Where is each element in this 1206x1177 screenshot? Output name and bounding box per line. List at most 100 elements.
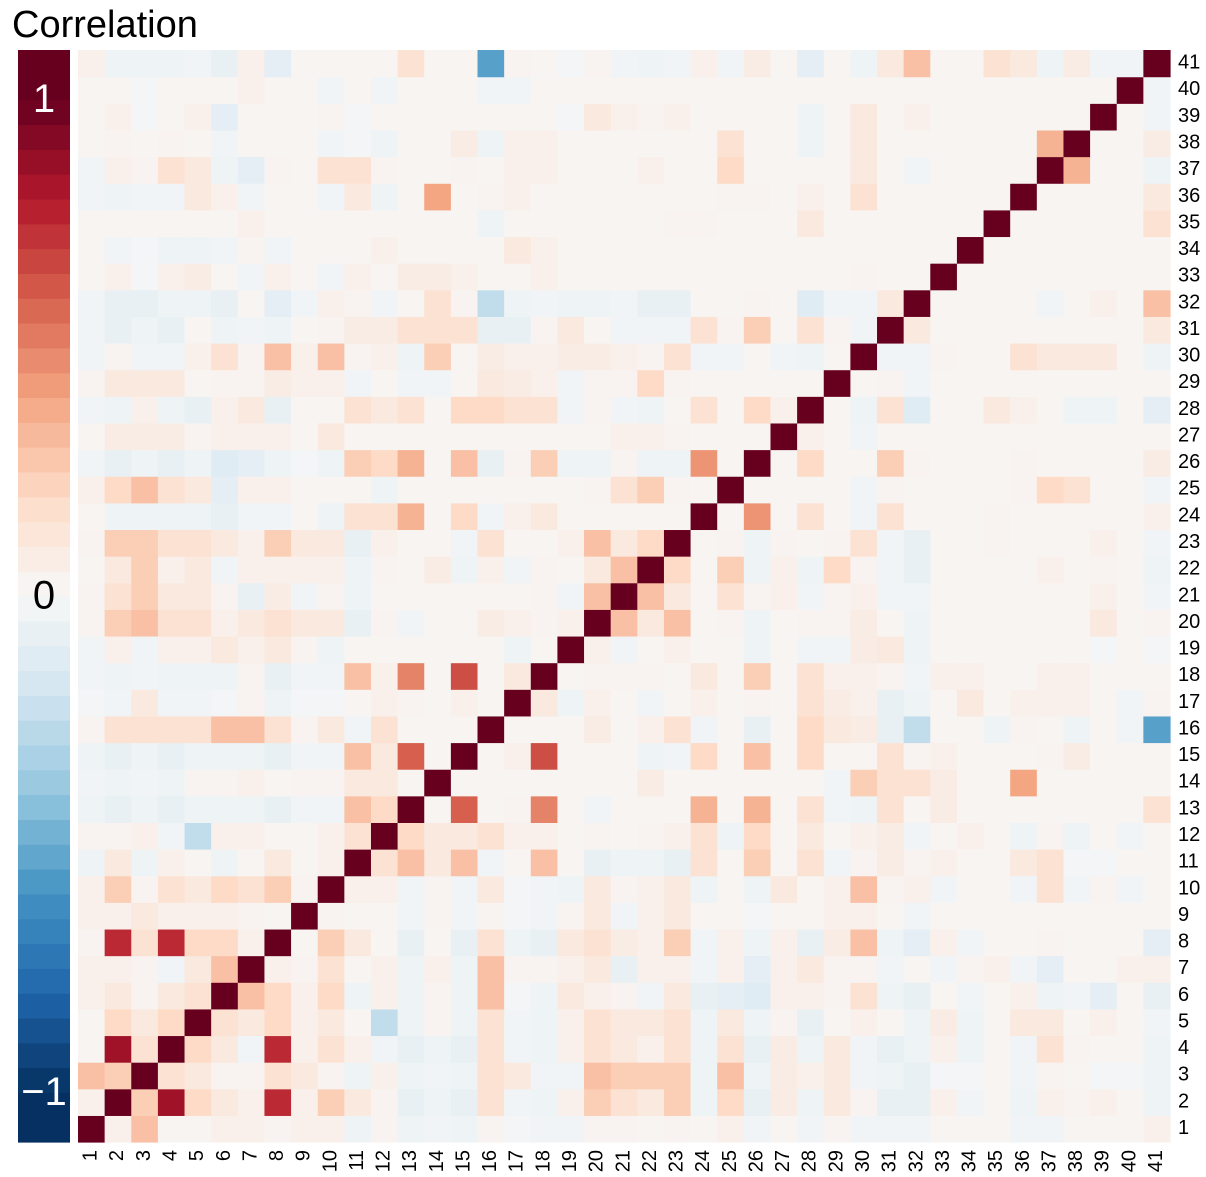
- heatmap-cell: [1063, 236, 1091, 264]
- heatmap-cell: [1090, 795, 1118, 823]
- x-tick-label: 20: [586, 1150, 608, 1172]
- heatmap-cell: [1143, 209, 1171, 238]
- heatmap-cell: [397, 396, 425, 424]
- heatmap-cell: [477, 582, 505, 610]
- heatmap-cell: [370, 50, 399, 78]
- x-tick-label: 11: [346, 1150, 368, 1171]
- heatmap-cell: [877, 795, 905, 823]
- heatmap-cell: [397, 849, 425, 877]
- heatmap-cell: [877, 129, 905, 158]
- heatmap-cell: [930, 396, 958, 424]
- heatmap-cell: [450, 449, 479, 477]
- heatmap-cell: [78, 849, 106, 877]
- heatmap-cell: [1143, 342, 1171, 371]
- heatmap-cell: [637, 236, 665, 264]
- heatmap-cell: [584, 422, 612, 451]
- heatmap-cell: [157, 635, 186, 664]
- heatmap-cell: [877, 103, 905, 131]
- heatmap-cell: [770, 742, 798, 770]
- heatmap-cell: [211, 955, 239, 983]
- heatmap-cell: [797, 369, 825, 397]
- heatmap-cell: [477, 662, 505, 690]
- heatmap-cell: [477, 76, 505, 104]
- heatmap-cell: [584, 289, 612, 317]
- heatmap-cell: [690, 769, 718, 797]
- heatmap-cell: [530, 955, 559, 983]
- heatmap-cell: [78, 1008, 106, 1037]
- heatmap-cell: [903, 289, 931, 317]
- heatmap-cell: [104, 715, 132, 744]
- heatmap-cell: [477, 982, 505, 1010]
- heatmap-cell: [1143, 582, 1171, 610]
- heatmap-cell: [184, 263, 212, 291]
- heatmap-cell: [264, 50, 292, 78]
- heatmap-cell: [663, 129, 692, 158]
- heatmap-cell: [104, 342, 132, 371]
- heatmap-cell: [344, 582, 372, 610]
- heatmap-cell: [770, 50, 798, 78]
- heatmap-cell: [344, 529, 372, 557]
- heatmap-cell: [797, 209, 825, 238]
- heatmap-cell: [637, 902, 665, 930]
- heatmap-cell: [424, 236, 452, 264]
- heatmap-cell: [530, 50, 559, 78]
- heatmap-cell: [184, 369, 212, 397]
- heatmap-cell: [344, 822, 372, 850]
- heatmap-cell: [477, 635, 505, 664]
- heatmap-cell: [211, 556, 239, 584]
- heatmap-cell: [983, 1035, 1011, 1063]
- heatmap-cell: [903, 342, 931, 371]
- colorbar-step: [18, 1092, 70, 1118]
- heatmap-cell: [903, 662, 931, 690]
- heatmap-cell: [78, 556, 106, 584]
- heatmap-cell: [317, 156, 345, 184]
- heatmap-cell: [584, 609, 612, 637]
- heatmap-cell: [424, 156, 452, 184]
- heatmap-cell: [1116, 1062, 1144, 1090]
- heatmap-cell: [877, 928, 905, 957]
- heatmap-cell: [743, 289, 772, 317]
- heatmap-cell: [291, 1062, 319, 1090]
- heatmap-cell: [743, 955, 772, 983]
- heatmap-cell: [370, 449, 399, 477]
- heatmap-cell: [131, 183, 159, 211]
- heatmap-cell: [504, 316, 532, 344]
- heatmap-cell: [717, 129, 745, 158]
- heatmap-cell: [903, 209, 931, 238]
- heatmap-cell: [930, 769, 958, 797]
- heatmap-cell: [1143, 928, 1171, 957]
- heatmap-cell: [450, 582, 479, 610]
- heatmap-cell: [770, 822, 798, 850]
- heatmap-cell: [397, 103, 425, 131]
- heatmap-cell: [983, 396, 1011, 424]
- heatmap-cell: [770, 476, 798, 504]
- heatmap-cell: [557, 422, 585, 451]
- heatmap-cell: [983, 769, 1011, 797]
- y-tick-label: 7: [1178, 957, 1189, 979]
- heatmap-cell: [823, 689, 851, 717]
- x-tick-label: 38: [1065, 1150, 1087, 1172]
- heatmap-cell: [637, 822, 665, 850]
- heatmap-cell: [797, 662, 825, 690]
- heatmap-cell: [450, 50, 479, 78]
- heatmap-cell: [823, 529, 851, 557]
- heatmap-cell: [1116, 742, 1144, 770]
- heatmap-cell: [370, 1062, 399, 1090]
- heatmap-cell: [104, 662, 132, 690]
- heatmap-cell: [930, 1008, 958, 1037]
- heatmap-cell: [397, 689, 425, 717]
- heatmap-cell: [78, 769, 106, 797]
- heatmap-cell: [504, 369, 532, 397]
- heatmap-cell: [1143, 982, 1171, 1010]
- heatmap-cell: [743, 742, 772, 770]
- heatmap-cell: [397, 1062, 425, 1090]
- x-tick-label: 15: [452, 1150, 474, 1172]
- heatmap-cell: [450, 183, 479, 211]
- colorbar-step: [18, 422, 70, 448]
- y-tick-label: 20: [1178, 611, 1200, 633]
- heatmap-cell: [104, 129, 132, 158]
- heatmap-cell: [1090, 556, 1118, 584]
- heatmap-cell: [211, 502, 239, 531]
- heatmap-cell: [397, 209, 425, 238]
- heatmap-cell: [78, 982, 106, 1010]
